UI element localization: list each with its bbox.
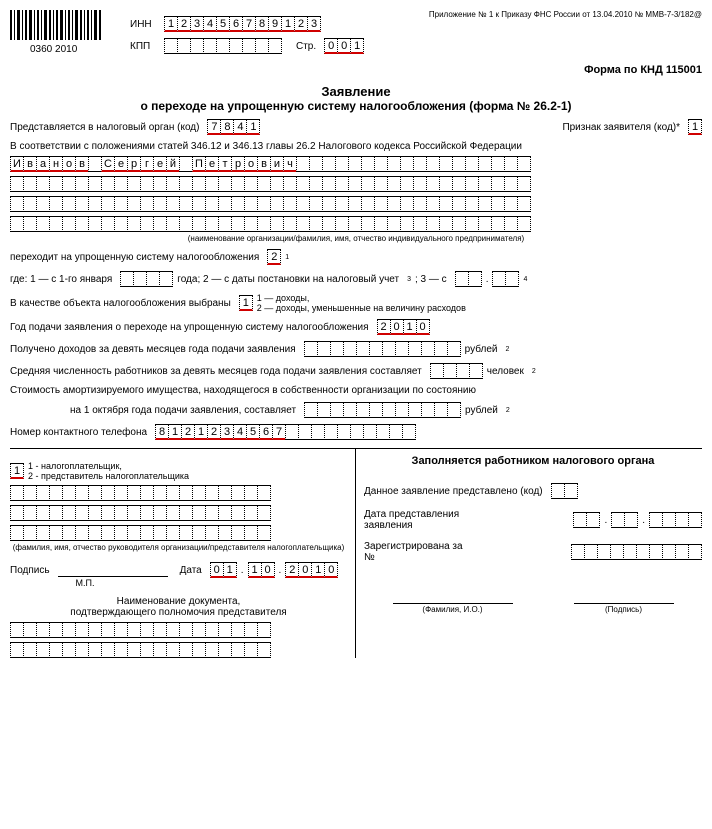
object-opts: 1 — доходы, 2 — доходы, уменьшенные на в… (257, 293, 466, 313)
taxpayer-code-cell: 1 (10, 463, 24, 479)
title-main: Заявление (10, 84, 702, 99)
switch-cell: 2 (267, 249, 281, 265)
headcount-label: Средняя численность работников за девять… (10, 366, 422, 377)
year-filed-cells: 2010 (377, 319, 430, 335)
right-title: Заполняется работником налогового органа (364, 455, 702, 467)
date-d: 01 (210, 562, 237, 578)
doc-r2 (10, 642, 271, 658)
legal-note: В соответствии с положениями статей 346.… (10, 141, 522, 152)
sign-label: Подпись (10, 565, 50, 576)
switch-label: переходит на упрощенную систему налогооб… (10, 252, 259, 263)
year-cells (120, 271, 173, 287)
date-y: 2010 (285, 562, 338, 578)
name-row-1: ИвановСергейПетрович (10, 156, 531, 172)
rep-name-r3 (10, 525, 271, 541)
date-label: Дата (180, 565, 202, 576)
kpp-label: КПП (130, 41, 156, 52)
title-sub: о переходе на упрощенную систему налогоо… (10, 99, 702, 113)
bottom-block: 1 1 - налогоплательщик, 2 - представител… (10, 448, 702, 658)
right-col: Заполняется работником налогового органа… (356, 449, 702, 658)
rep-name-r1 (10, 485, 271, 501)
headcount-cells (430, 363, 483, 379)
doc-title: Наименование документа, (10, 596, 347, 607)
mp: М.П. (10, 578, 160, 588)
form-code: Форма по КНД 115001 (10, 64, 702, 76)
phone-cells: 8121234567 (155, 424, 416, 440)
where-1: где: 1 — с 1-го января (10, 274, 112, 285)
rep-name-caption: (фамилия, имя, отчество руководителя орг… (10, 543, 347, 552)
title-block: Заявление о переходе на упрощенную систе… (10, 84, 702, 113)
taxpayer-opts: 1 - налогоплательщик, 2 - представитель … (28, 461, 189, 481)
kpp-cells (164, 38, 282, 54)
right-date-label: Дата представления заявления (364, 509, 484, 531)
object-cell: 1 (239, 295, 253, 311)
header-row: 0360 2010 ИНН 123456789123 КПП Стр. 001 … (10, 10, 702, 54)
inn-label: ИНН (130, 19, 156, 30)
barcode: 0360 2010 (10, 10, 110, 54)
doc-sub: подтверждающего полномочия представителя (10, 607, 347, 618)
inn-cells: 123456789123 (164, 16, 321, 32)
assets-cells (304, 402, 461, 418)
name-row-3 (10, 196, 531, 212)
inn-kpp-block: ИНН 123456789123 КПП Стр. 001 (130, 10, 364, 54)
barcode-text: 0360 2010 (30, 44, 78, 54)
tax-org-cells: 7841 (207, 119, 260, 135)
year-filed-label: Год подачи заявления о переходе на упрощ… (10, 322, 369, 333)
reg-label: Зарегистрирована за № (364, 541, 474, 563)
left-col: 1 1 - налогоплательщик, 2 - представител… (10, 449, 356, 658)
object-label: В качестве объекта налогообложения выбра… (10, 298, 231, 309)
income-cells (304, 341, 461, 357)
doc-r1 (10, 622, 271, 638)
date-m: 10 (248, 562, 275, 578)
assets-label-1: Стоимость амортизируемого имущества, нах… (10, 385, 476, 396)
name-row-2 (10, 176, 531, 192)
sign-label-r: (Подпись) (574, 603, 674, 614)
presented-label: Данное заявление представлено (код) (364, 486, 543, 497)
assets-label-2: на 1 октября года подачи заявления, сост… (70, 405, 296, 416)
page-cells: 001 (324, 38, 364, 54)
income-label: Получено доходов за девять месяцев года … (10, 344, 296, 355)
name-row-4 (10, 216, 531, 232)
rep-name-r2 (10, 505, 271, 521)
where-end: ; 3 — с (415, 274, 447, 285)
applicant-cells: 1 (688, 119, 702, 135)
fio-label: (Фамилия, И.О.) (393, 603, 513, 614)
applicant-label: Признак заявителя (код)* (562, 122, 680, 133)
page-label: Стр. (296, 41, 316, 52)
sign-line (58, 564, 168, 577)
tax-org-label: Представляется в налоговый орган (код) (10, 122, 199, 133)
phone-label: Номер контактного телефона (10, 427, 147, 438)
appendix-text: Приложение № 1 к Приказу ФНС России от 1… (429, 10, 702, 19)
where-mid: года; 2 — с даты постановки на налоговый… (177, 274, 399, 285)
name-caption: (наименование организации/фамилия, имя, … (10, 234, 702, 243)
